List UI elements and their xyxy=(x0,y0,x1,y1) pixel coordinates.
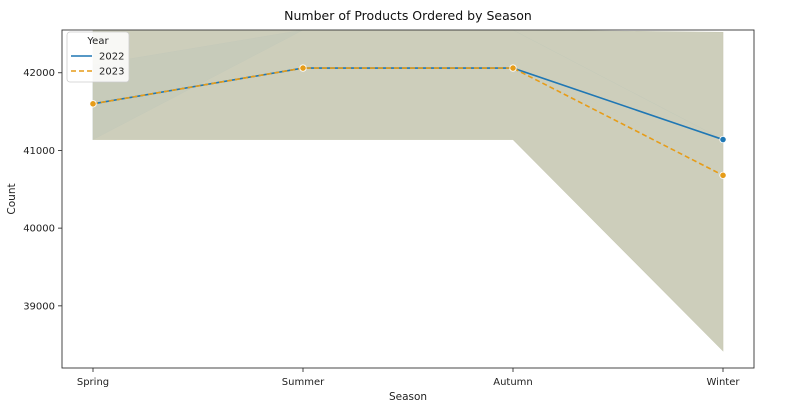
plot-frame xyxy=(61,29,755,369)
confidence-bands xyxy=(92,29,724,352)
y-tick-label: 40000 xyxy=(23,224,55,235)
legend-entries: 2022 2023 xyxy=(71,52,124,78)
y-tick-label: 41000 xyxy=(23,146,55,157)
point-2023-Autumn xyxy=(509,64,517,72)
series-markers xyxy=(89,64,727,179)
legend-box xyxy=(66,31,130,83)
x-tick-label: Winter xyxy=(707,377,741,388)
x-axis-label: Season xyxy=(389,391,427,403)
plot-area xyxy=(61,29,755,369)
legend-label-2023: 2023 xyxy=(99,67,124,78)
y-tick-label: 42000 xyxy=(23,68,55,79)
x-tick-label: Spring xyxy=(77,377,109,388)
chart-title: Number of Products Ordered by Season xyxy=(284,8,532,23)
legend: Year 2022 2023 xyxy=(66,31,130,83)
band-series-2023 xyxy=(92,29,724,352)
point-2023-Spring xyxy=(89,100,97,108)
y-axis: 39000 40000 41000 42000 xyxy=(23,68,62,312)
x-axis: Spring Summer Autumn Winter xyxy=(77,368,741,388)
legend-label-2022: 2022 xyxy=(99,52,124,63)
series-lines xyxy=(92,67,724,177)
x-tick-label: Summer xyxy=(282,377,325,388)
legend-title: Year xyxy=(86,36,109,47)
y-axis-label: Count xyxy=(6,183,18,214)
y-tick-label: 39000 xyxy=(23,301,55,312)
point-2022-Winter xyxy=(719,135,727,144)
point-2023-Summer xyxy=(299,64,307,72)
point-2023-Winter xyxy=(719,171,727,179)
line-series-2023 xyxy=(92,67,724,177)
x-tick-label: Autumn xyxy=(493,377,533,388)
